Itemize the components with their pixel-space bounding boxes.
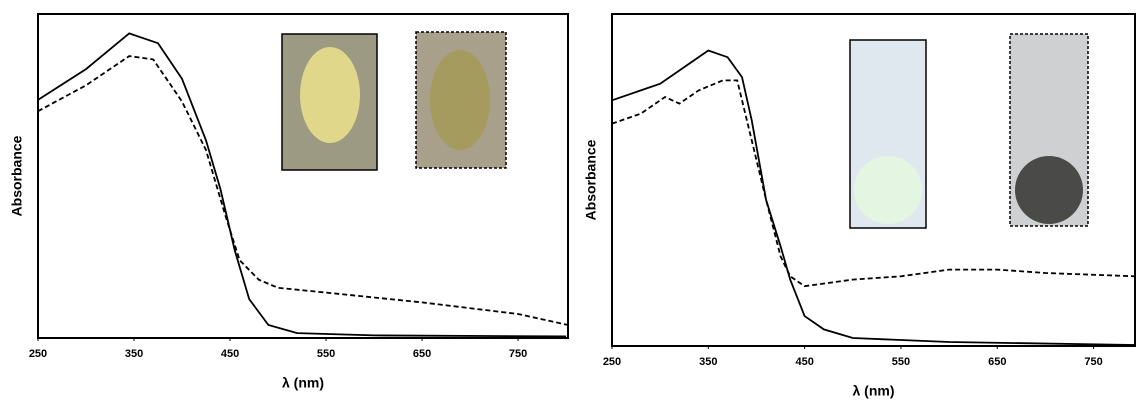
spectrum-line (611, 49, 1136, 346)
x-tick-label: 450 (221, 348, 239, 360)
x-tick-label: 350 (125, 348, 143, 360)
spectrum-line (37, 55, 569, 326)
x-tick-label: 350 (699, 356, 717, 368)
spectrum-line (611, 79, 1136, 288)
spectrum-line (37, 32, 567, 338)
x-tick-label: 450 (795, 356, 813, 368)
y-axis-label: Absorbance (9, 135, 25, 216)
x-tick-label: 750 (509, 348, 527, 360)
inset-photos (281, 31, 1089, 229)
x-tick-label: 550 (317, 348, 335, 360)
plot-frame (611, 13, 1136, 347)
plot-frame (37, 13, 569, 339)
film (1015, 156, 1083, 224)
film (854, 156, 922, 224)
powder (300, 47, 360, 143)
x-tick-label: 750 (1084, 356, 1102, 368)
x-axis-label: λ (nm) (282, 375, 324, 391)
x-tick-label: 650 (413, 348, 431, 360)
y-axis-label: Absorbance (583, 139, 599, 220)
x-tick-label: 250 (29, 348, 47, 360)
x-tick-label: 550 (892, 356, 910, 368)
x-axis-label: λ (nm) (853, 383, 895, 399)
powder (430, 50, 490, 150)
x-tick-label: 250 (603, 356, 621, 368)
x-tick-label: 650 (988, 356, 1006, 368)
